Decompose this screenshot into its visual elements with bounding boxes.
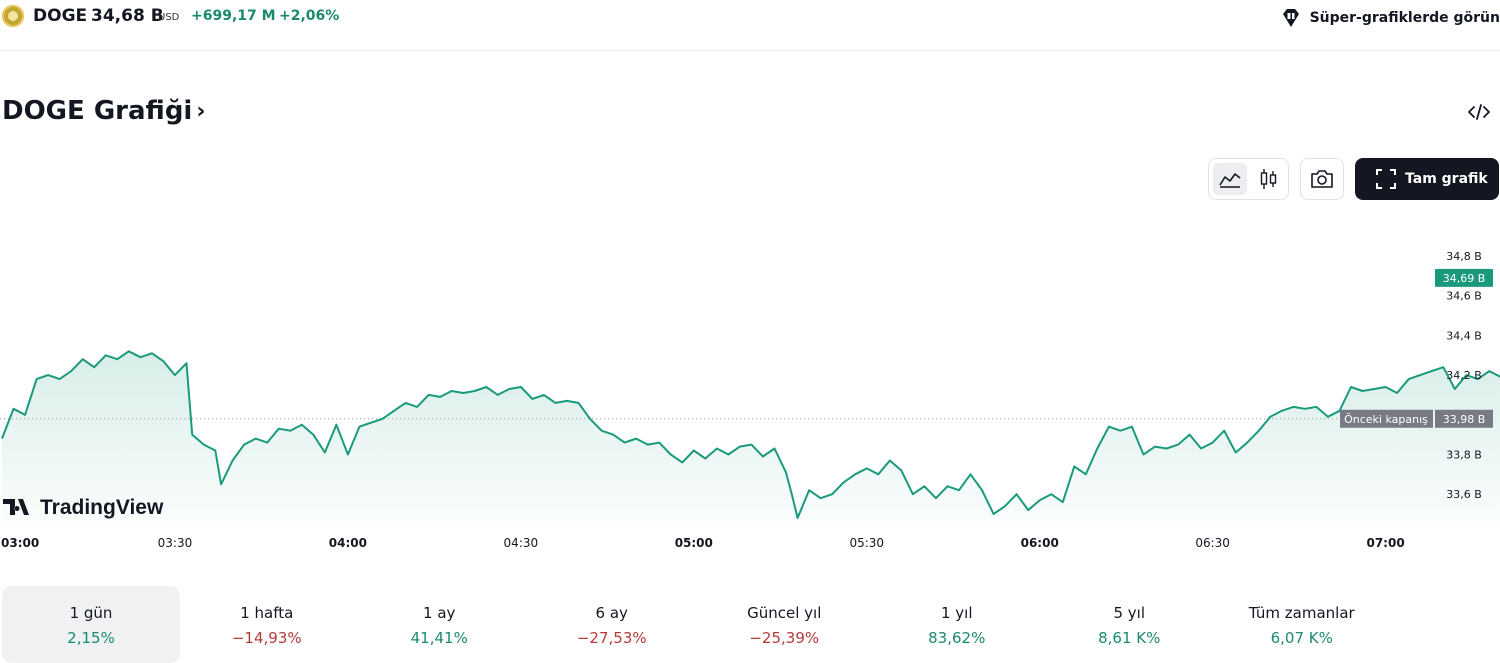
x-tick-label: 05:00 [675,536,713,550]
x-tick-label: 04:30 [504,536,539,550]
ticker-symbol[interactable]: DOGE [33,6,88,26]
price-area [2,351,1500,522]
previous-close-label-box [1340,409,1433,428]
period-performance: 1 gün 2,15% 1 hafta −14,93% 1 ay 41,41% 6 ay −2… [0,586,1500,663]
period-label: Güncel yıl [747,604,822,622]
y-tick-label: 34,8 B [1446,250,1482,263]
super-charts-label: Süper-grafiklerde görün [1309,10,1500,26]
period-label: 1 ay [423,604,456,622]
x-tick-label: 06:30 [1195,536,1230,550]
period-change: −27,53% [576,629,647,647]
period-1[interactable]: 1 hafta −14,93% [181,586,354,663]
ticker-bar: DOGE 34,68 B USD +699,17 M +2,06% Süper-… [0,0,1500,36]
chevron-right-icon: › [196,98,206,124]
candlestick-button[interactable] [1250,158,1289,200]
period-5[interactable]: 1 yıl 83,62% [871,586,1044,663]
coin-icon [2,5,24,27]
x-tick-label: 03:30 [158,536,193,550]
previous-close-value: 33,98 B [1443,413,1486,426]
period-7[interactable]: Tüm zamanlar 6,07 K% [1216,586,1389,663]
previous-close-label: Önceki kapanış [1344,413,1428,426]
period-label: 6 ay [595,604,628,622]
previous-close-value-box [1435,409,1493,428]
y-tick-label: 33,8 B [1446,449,1482,462]
period-change: −25,39% [749,629,820,647]
camera-icon [1311,170,1333,188]
tradingview-logo-mark [3,499,29,515]
line-chart-icon [1219,173,1241,188]
y-tick-label: 34,6 B [1446,290,1482,303]
change-absolute: +699,17 M [191,8,276,24]
period-change: 83,62% [928,629,986,647]
embed-code-icon[interactable] [1467,100,1491,124]
full-chart-button[interactable]: Tam grafik [1355,158,1499,200]
last-price-box [1435,268,1493,287]
x-tick-label: 07:00 [1366,536,1404,550]
page-title: DOGE Grafiği [2,96,193,126]
ticker-price: 34,68 B [91,6,164,26]
change-percent: +2,06% [279,8,340,24]
period-label: 1 gün [69,604,113,622]
period-label: 1 hafta [240,604,294,622]
ticker-currency: USD [158,12,180,23]
fullscreen-icon [1376,169,1396,189]
period-6[interactable]: 5 yıl 8,61 K% [1043,586,1216,663]
y-tick-label: 34,4 B [1446,329,1482,342]
full-chart-label: Tam grafik [1405,171,1488,187]
period-0[interactable]: 1 gün 2,15% [2,586,180,663]
period-label: Tüm zamanlar [1248,604,1355,622]
screenshot-button[interactable] [1300,158,1344,200]
period-change: −14,93% [231,629,302,647]
period-2[interactable]: 1 ay 41,41% [353,586,526,663]
x-tick-label: 06:00 [1021,536,1059,550]
header-divider [0,50,1500,51]
tradingview-logo-text: TradingView [40,496,164,519]
price-chart[interactable]: Önceki kapanış 33,98 B 34,8 B 34,6 B 34,4 B… [0,200,1500,560]
y-tick-label: 34,2 B [1446,369,1482,382]
diamond-icon [1282,9,1299,27]
tradingview-logo: TradingView [3,496,164,519]
period-change: 8,61 K% [1098,629,1161,647]
x-tick-label: 05:30 [849,536,884,550]
line-chart-button[interactable] [1208,158,1251,200]
price-line [1,350,1500,519]
super-charts-link[interactable]: Süper-grafiklerde görün [1280,5,1500,31]
period-label: 1 yıl [940,604,973,622]
chart-title-link[interactable]: DOGE Grafiği › [2,96,205,126]
period-4[interactable]: Güncel yıl −25,39% [698,586,871,663]
period-change: 2,15% [67,629,115,647]
period-change: 6,07 K% [1270,629,1333,647]
x-tick-label: 04:00 [329,536,367,550]
x-tick-label: 03:00 [1,536,39,550]
candlestick-icon [1260,169,1277,189]
period-3[interactable]: 6 ay −27,53% [526,586,699,663]
y-tick-label: 33,6 B [1446,488,1482,501]
period-change: 41,41% [410,629,468,647]
period-label: 5 yıl [1113,604,1146,622]
last-price-label: 34,69 B [1443,272,1486,285]
